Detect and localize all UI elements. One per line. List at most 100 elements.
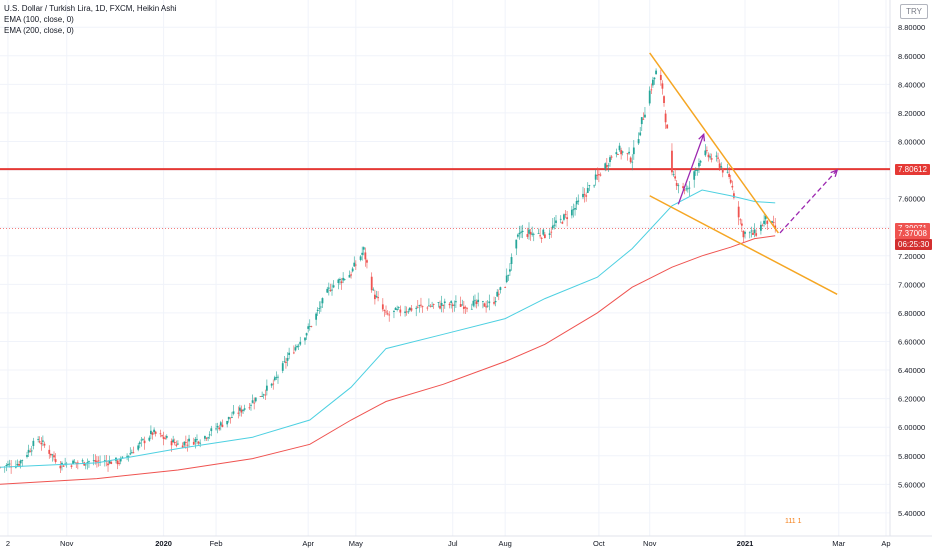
candle-body <box>739 219 742 221</box>
price-tick-label: 8.60000 <box>898 52 925 61</box>
time-tick-label: Oct <box>593 539 606 548</box>
candle-body <box>216 426 219 428</box>
candle-body <box>218 427 221 430</box>
candle-body <box>130 452 133 454</box>
time-tick-label: Nov <box>643 539 657 548</box>
candle-body <box>464 307 467 309</box>
candle-body <box>219 422 222 426</box>
candle-body <box>720 166 723 168</box>
candle-body <box>443 301 446 304</box>
candle-body <box>150 430 152 435</box>
candle-body <box>396 309 399 310</box>
candle-body <box>518 232 521 235</box>
candle-body <box>259 396 262 398</box>
candle-body <box>675 183 678 186</box>
candle-body <box>29 451 32 453</box>
candle-body <box>499 287 502 291</box>
candle-body <box>292 352 295 354</box>
candle-body <box>197 441 200 444</box>
candle-body <box>474 299 476 301</box>
candle-body <box>410 308 413 311</box>
candle-body <box>551 225 554 229</box>
candle-body <box>431 305 433 307</box>
candle-body <box>242 409 244 411</box>
candle-body <box>451 304 454 307</box>
candle-body <box>418 305 421 307</box>
candle-body <box>240 409 243 413</box>
candle-body <box>53 455 55 458</box>
candle-body <box>597 174 600 175</box>
candle-body <box>637 139 640 144</box>
candle-body <box>362 247 365 250</box>
candle-body <box>16 463 19 466</box>
candle-body <box>366 260 368 263</box>
candle-body <box>5 465 8 466</box>
candle-body <box>204 436 206 439</box>
candle-body <box>640 117 643 125</box>
candle-body <box>121 456 124 458</box>
candle-body <box>110 462 113 464</box>
candle-body <box>332 285 335 288</box>
candle-body <box>81 460 84 462</box>
candle-body <box>270 383 273 386</box>
candle-body <box>143 440 146 444</box>
candle-body <box>493 302 495 304</box>
candle-body <box>509 269 511 272</box>
symbol-title: U.S. Dollar / Turkish Lira, 1D, FXCM, He… <box>4 4 177 13</box>
candle-body <box>570 209 573 216</box>
candle-body <box>177 443 179 445</box>
candle-body <box>482 301 484 302</box>
candle-body <box>694 170 697 171</box>
candle-body <box>183 441 186 446</box>
candle-body <box>215 428 217 430</box>
candle-body <box>26 454 28 457</box>
candle-body <box>653 77 656 80</box>
candle-body <box>326 288 329 293</box>
candle-body <box>532 233 535 235</box>
candle-body <box>321 298 324 304</box>
candle-body <box>574 208 576 210</box>
horizontal-gridlines <box>0 26 890 514</box>
currency-badge[interactable]: TRY <box>900 4 928 19</box>
candle-body <box>172 439 175 443</box>
candle-body <box>650 89 653 91</box>
candle-body <box>377 297 379 299</box>
candle-body <box>461 304 464 306</box>
candle-body <box>693 171 696 180</box>
candle-body <box>7 464 9 466</box>
projection-arrow-line <box>779 169 838 234</box>
candle-body <box>421 306 424 308</box>
time-tick-label: 2021 <box>737 539 754 548</box>
candle-body <box>450 301 453 303</box>
candle-body <box>210 428 213 432</box>
candle-body <box>585 195 588 197</box>
candle-body <box>181 445 184 448</box>
candle-body <box>632 147 635 155</box>
candle-body <box>38 441 41 443</box>
candle-body <box>386 313 389 315</box>
candle-body <box>529 231 532 235</box>
candle-body <box>394 307 397 310</box>
candle-body <box>631 161 634 163</box>
candle-body <box>586 187 589 193</box>
candle-body <box>610 156 613 158</box>
candle-body <box>148 437 151 441</box>
candle-body <box>521 230 524 233</box>
candle-body <box>348 274 351 278</box>
candle-body <box>159 433 162 435</box>
candle-body <box>710 158 713 160</box>
candle-body <box>494 300 497 303</box>
candle-body <box>733 193 735 198</box>
candle-body <box>763 220 765 224</box>
tradingview-logo[interactable]: 111 1 <box>785 518 802 525</box>
candle-body <box>243 408 246 410</box>
candle-body <box>76 462 79 464</box>
candle-body <box>609 157 611 163</box>
candle-body <box>742 230 745 238</box>
wedge-upper-trendline <box>649 52 780 234</box>
candle-body <box>316 309 319 312</box>
candle-body <box>118 462 121 464</box>
candle-body <box>304 337 306 341</box>
candle-body <box>281 363 284 371</box>
